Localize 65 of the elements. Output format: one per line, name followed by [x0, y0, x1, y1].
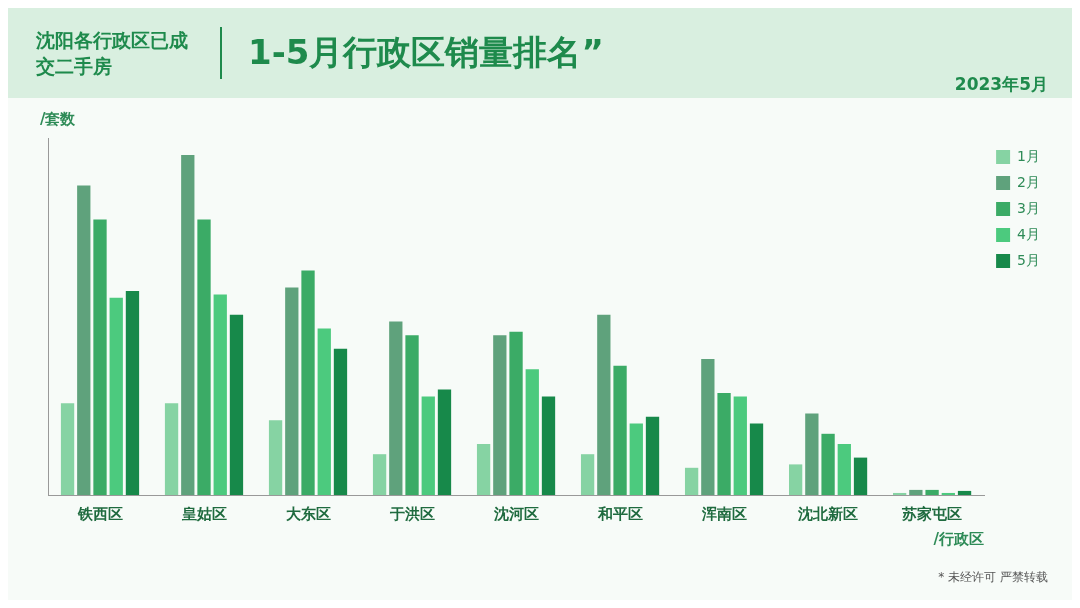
- x-tick-label: 沈北新区: [797, 504, 859, 523]
- bar: [837, 444, 851, 495]
- legend-label: 1月: [1017, 147, 1041, 164]
- legend-label: 5月: [1017, 251, 1041, 268]
- bar: [109, 297, 123, 495]
- x-tick-label: 铁西区: [76, 504, 123, 523]
- x-tick-label: 沈河区: [492, 504, 539, 523]
- bar: [493, 335, 507, 495]
- bar: [733, 396, 747, 495]
- x-axis-title: /行政区: [933, 529, 985, 548]
- bar: [925, 489, 939, 495]
- bar: [317, 328, 331, 495]
- bar: [821, 433, 835, 495]
- x-tick-label: 和平区: [596, 504, 643, 523]
- bar: [229, 314, 244, 495]
- bar: [197, 219, 211, 495]
- bar: [333, 348, 348, 495]
- chart-title: 沈阳各行政区已成交二手房: [36, 27, 222, 79]
- bar: [717, 393, 731, 495]
- bar: [372, 454, 387, 495]
- bar: [60, 403, 75, 495]
- text: 2023年5月: [954, 73, 1048, 96]
- chart-subtitle: 1-5月行政区销量排名”: [248, 31, 604, 74]
- bar: [285, 287, 299, 495]
- bar: [892, 492, 907, 495]
- bar: [181, 155, 195, 495]
- bar: [164, 403, 179, 495]
- bar: [580, 454, 595, 495]
- legend-label: 3月: [1017, 199, 1041, 216]
- bar: [941, 492, 955, 495]
- x-tick-label: 大东区: [285, 504, 331, 523]
- bar: [77, 185, 91, 495]
- bar: [93, 219, 107, 495]
- legend-label: 4月: [1017, 225, 1041, 242]
- bar: [301, 270, 315, 495]
- bar: [629, 423, 643, 495]
- y-axis-title: /套数: [40, 110, 77, 129]
- bar: [749, 423, 764, 495]
- bar: [125, 291, 140, 495]
- text: * 未经许可 严禁转载: [938, 569, 1048, 586]
- bar: [476, 444, 491, 495]
- bar: [684, 467, 699, 495]
- bar: [645, 416, 660, 495]
- x-tick-label: 皇姑区: [180, 504, 227, 523]
- bar: [437, 389, 452, 495]
- bar: [957, 490, 972, 495]
- bar: [405, 335, 419, 495]
- bar: [853, 457, 868, 495]
- bar: [525, 369, 539, 495]
- bar: [805, 413, 819, 495]
- bar: [268, 420, 283, 495]
- bar: [613, 365, 627, 495]
- bar: [541, 396, 556, 495]
- x-tick-label: 苏家屯区: [901, 504, 963, 523]
- bar: [909, 489, 923, 495]
- bar: [701, 359, 715, 495]
- bar: [421, 396, 435, 495]
- bar: [509, 331, 523, 495]
- bar: [213, 294, 227, 495]
- bar: [597, 314, 611, 495]
- legend-label: 2月: [1017, 173, 1041, 190]
- x-tick-label: 浑南区: [700, 504, 747, 523]
- bar: [788, 464, 803, 495]
- x-tick-label: 于洪区: [388, 504, 435, 523]
- bar: [389, 321, 403, 495]
